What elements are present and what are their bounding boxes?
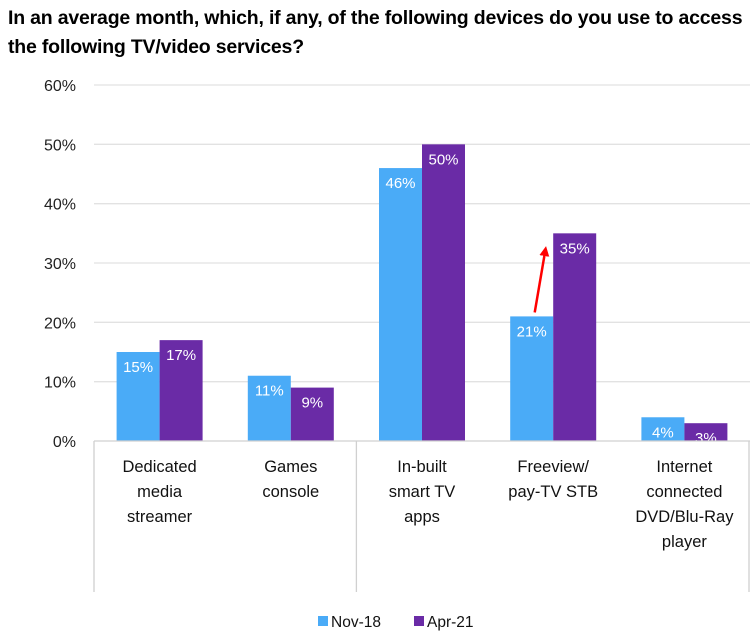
- legend-swatch-nov-18: [318, 616, 328, 626]
- category-label: console: [262, 483, 319, 501]
- category-label: Games: [264, 458, 317, 476]
- bar-apr-21: [553, 233, 597, 441]
- category-label: player: [662, 533, 707, 551]
- data-label: 35%: [560, 240, 590, 257]
- category-label: apps: [404, 508, 440, 526]
- data-label: 9%: [301, 395, 323, 412]
- data-label: 50%: [428, 151, 458, 168]
- data-label: 15%: [123, 359, 153, 376]
- category-label: connected: [646, 483, 722, 501]
- data-label: 3%: [695, 430, 717, 447]
- category-label: pay-TV STB: [508, 483, 598, 501]
- bar-apr-21: [290, 387, 334, 441]
- y-tick-label: 0%: [53, 434, 76, 451]
- bar-nov-18: [116, 352, 160, 441]
- y-tick-label: 10%: [44, 375, 76, 392]
- category-label: Internet: [656, 458, 712, 476]
- category-label: DVD/Blu-Ray: [635, 508, 734, 526]
- y-tick-label: 20%: [44, 315, 76, 332]
- bar-apr-21: [422, 144, 465, 442]
- category-label: In-built: [397, 458, 447, 476]
- y-tick-label: 40%: [44, 197, 76, 214]
- category-label: Freeview/: [517, 458, 589, 476]
- y-tick-label: 50%: [44, 137, 76, 154]
- bar-nov-18: [641, 417, 685, 441]
- legend-label: Nov-18: [331, 614, 381, 631]
- bar-nov-18: [510, 316, 554, 441]
- bar-nov-18: [379, 168, 422, 442]
- legend-swatch-apr-21: [414, 616, 424, 626]
- y-tick-label: 30%: [44, 256, 76, 273]
- data-label: 21%: [517, 323, 547, 340]
- category-label: Dedicated: [122, 458, 196, 476]
- bar-apr-21: [684, 423, 728, 441]
- legend-label: Apr-21: [427, 614, 474, 631]
- increase-arrow: [533, 246, 550, 313]
- chart-title: In an average month, which, if any, of t…: [8, 7, 743, 58]
- category-label: smart TV: [389, 483, 456, 501]
- bar-apr-21: [159, 340, 203, 441]
- data-label: 11%: [255, 383, 284, 400]
- category-label: media: [137, 483, 183, 501]
- data-label: 46%: [385, 175, 415, 192]
- data-label: 17%: [166, 347, 196, 364]
- category-label: streamer: [127, 508, 193, 526]
- y-tick-label: 60%: [44, 78, 76, 95]
- bar-nov-18: [247, 375, 291, 441]
- data-label: 4%: [652, 424, 674, 441]
